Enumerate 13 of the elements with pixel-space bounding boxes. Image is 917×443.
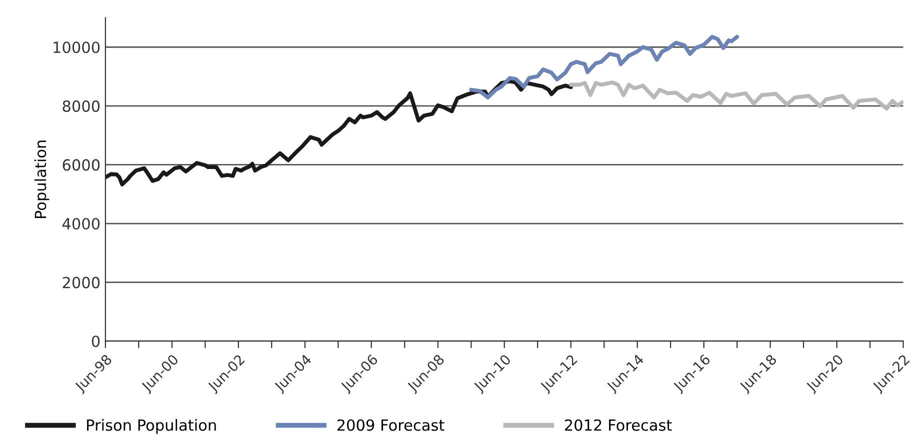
legend-label: 2009 Forecast: [337, 419, 444, 431]
line-series: [105, 79, 573, 186]
legend-label: Prison Population: [87, 419, 216, 434]
y-tick-label: 4000: [62, 218, 100, 230]
y-tick-label: 2000: [62, 276, 100, 288]
line-series: [568, 80, 904, 111]
y-tick-label: 8000: [62, 100, 100, 112]
legend-label: 2012 Forecast: [564, 419, 672, 431]
y-axis-title: Population: [34, 140, 50, 218]
y-tick-label: 10000: [54, 42, 100, 54]
line-series: [469, 34, 740, 100]
y-tick-label: 0: [92, 336, 100, 348]
y-tick-label: 6000: [62, 159, 100, 171]
